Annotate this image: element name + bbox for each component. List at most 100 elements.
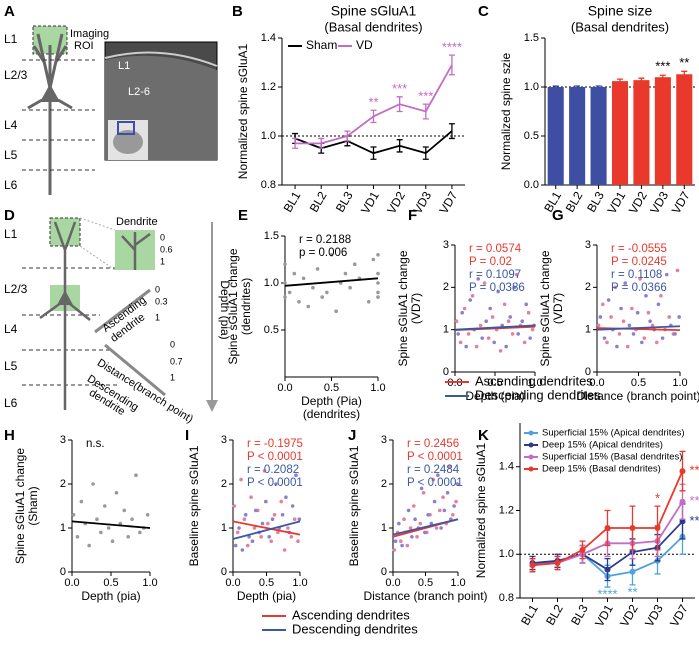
point xyxy=(474,344,479,349)
inset-brain xyxy=(113,130,143,154)
legend-marker xyxy=(528,454,534,460)
point xyxy=(528,336,532,340)
bar xyxy=(676,74,693,185)
legend-marker xyxy=(528,442,534,448)
point xyxy=(405,543,410,548)
x-tick-label: 0.5 xyxy=(631,377,646,389)
y-axis-label: Spine sGluA1 change xyxy=(226,248,240,364)
x-tick-label: VD1 xyxy=(592,602,616,629)
panel-label: K xyxy=(478,427,489,444)
error-bar xyxy=(638,77,645,83)
depth-label: Depth (pia) xyxy=(218,280,232,339)
significance: **** xyxy=(690,513,699,528)
layer-label: L4 xyxy=(4,322,18,336)
marker xyxy=(604,525,611,531)
pia xyxy=(104,51,218,67)
chart-subtitle: (Basal dendrites) xyxy=(324,19,422,34)
x-tick-label: 0.0 xyxy=(64,577,79,589)
significance: *** xyxy=(418,89,433,104)
legend-marker xyxy=(528,430,534,436)
fit-line xyxy=(232,520,301,536)
point xyxy=(249,495,253,500)
legend-label: Superficial 15% (Apical dendrites) xyxy=(542,428,685,439)
marker xyxy=(554,560,561,566)
annotation: P = 0.0386 xyxy=(469,282,525,294)
point xyxy=(280,513,285,517)
error-bar xyxy=(659,74,666,80)
x-axis-label: Distance (branch point) xyxy=(576,389,699,403)
y-axis-label: Normalized spine sGluA1 xyxy=(236,43,250,179)
y-tick-label: 2 xyxy=(221,478,227,490)
y-tick-label: 3 xyxy=(443,239,449,251)
panel-label: C xyxy=(478,3,489,20)
y-tick-label: 2 xyxy=(585,281,591,293)
legend-label: Ascending dendrites xyxy=(475,373,593,388)
point xyxy=(492,340,497,345)
point xyxy=(625,344,630,349)
error-bar xyxy=(448,54,455,76)
point xyxy=(110,539,115,543)
point xyxy=(320,295,325,299)
point xyxy=(264,499,268,504)
marker xyxy=(679,498,686,505)
zoom-lines xyxy=(79,217,116,271)
point xyxy=(656,302,661,307)
x-tick-label: VD2 xyxy=(617,602,641,629)
y-tick-label: 1.0 xyxy=(264,277,279,289)
marker xyxy=(629,568,636,575)
point xyxy=(274,482,278,486)
point xyxy=(615,344,619,349)
scale-label: 0.3 xyxy=(155,296,168,306)
y-tick-label: 3 xyxy=(221,434,227,446)
point xyxy=(294,473,298,478)
error-bar xyxy=(396,96,403,113)
error-bar xyxy=(318,137,325,149)
point xyxy=(502,302,507,307)
x-tick-label: 0.5 xyxy=(487,377,502,389)
fit-line xyxy=(392,518,459,536)
annotation: P < 0.0001 xyxy=(407,451,463,463)
legend-marker xyxy=(528,466,534,472)
x-tick-label: BL2 xyxy=(563,189,586,215)
significance: ** xyxy=(368,95,378,110)
y-tick-label: 0.0 xyxy=(524,179,539,191)
legend-label: Ascending dendrites xyxy=(292,607,410,622)
point xyxy=(426,513,430,517)
annotation: P = 0.0366 xyxy=(611,282,667,294)
marker xyxy=(579,546,586,553)
point xyxy=(237,526,241,530)
point xyxy=(431,477,436,482)
bar xyxy=(569,87,586,185)
point xyxy=(419,486,424,491)
point xyxy=(635,310,640,315)
error-bar xyxy=(422,146,429,160)
y-axis-label: Baseline spine sGluA1 xyxy=(187,445,201,566)
point xyxy=(270,517,275,521)
point xyxy=(602,336,607,340)
point xyxy=(412,504,416,508)
point xyxy=(520,319,524,324)
point xyxy=(596,323,601,328)
point xyxy=(118,521,123,526)
point xyxy=(660,336,665,340)
point xyxy=(250,539,255,543)
y-axis-label: (VD7) xyxy=(409,293,423,324)
point xyxy=(297,517,302,521)
fit-line xyxy=(596,325,681,331)
x-tick-label: BL3 xyxy=(333,189,356,215)
point xyxy=(233,543,238,548)
y-tick-label: 1.2 xyxy=(499,504,514,516)
point xyxy=(402,517,406,521)
y-axis-label: Normalized spine szie xyxy=(499,52,513,170)
significance: *** xyxy=(655,59,670,74)
error-bar xyxy=(681,70,688,78)
y-tick-label: 0.8 xyxy=(261,179,276,191)
annotation: r = 0.2188 xyxy=(299,234,351,246)
marker xyxy=(679,468,686,475)
x-axis-label: Depth (Pia) xyxy=(301,394,362,408)
bar xyxy=(590,87,607,185)
point xyxy=(266,521,270,526)
y-axis-label: (Sham) xyxy=(26,486,40,525)
annotation: r = 0.1097 xyxy=(469,269,521,281)
point xyxy=(436,473,440,478)
